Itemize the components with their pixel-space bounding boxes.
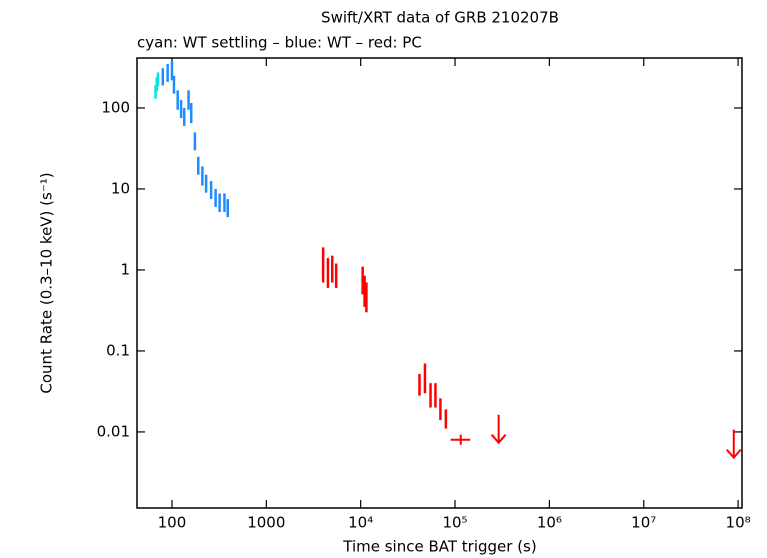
- data-point: [450, 434, 471, 445]
- upper-limit-arrow: [490, 414, 507, 445]
- x-tick-label: 1000: [247, 514, 285, 532]
- x-axis-label: Time since BAT trigger (s): [342, 538, 536, 556]
- x-tick-label: 10⁶: [537, 514, 562, 532]
- x-tick-label: 100: [158, 514, 187, 532]
- chart-title: Swift/XRT data of GRB 210207B: [321, 9, 559, 27]
- plot-frame: [136, 57, 743, 509]
- y-tick-label: 0.01: [97, 422, 130, 440]
- chart-subtitle: cyan: WT settling – blue: WT – red: PC: [137, 34, 422, 52]
- x-tick-label: 10⁸: [726, 514, 751, 532]
- y-tick-label: 0.1: [106, 341, 130, 359]
- y-axis-label: Count Rate (0.3–10 keV) (s⁻¹): [38, 172, 56, 393]
- y-tick-label: 1: [120, 260, 130, 278]
- x-tick-label: 10⁴: [348, 514, 373, 532]
- y-tick-label: 10: [111, 179, 130, 197]
- x-tick-label: 10⁷: [631, 514, 656, 532]
- upper-limit-arrow: [726, 429, 742, 460]
- x-tick-label: 10⁵: [442, 514, 467, 532]
- y-tick-label: 100: [101, 98, 130, 116]
